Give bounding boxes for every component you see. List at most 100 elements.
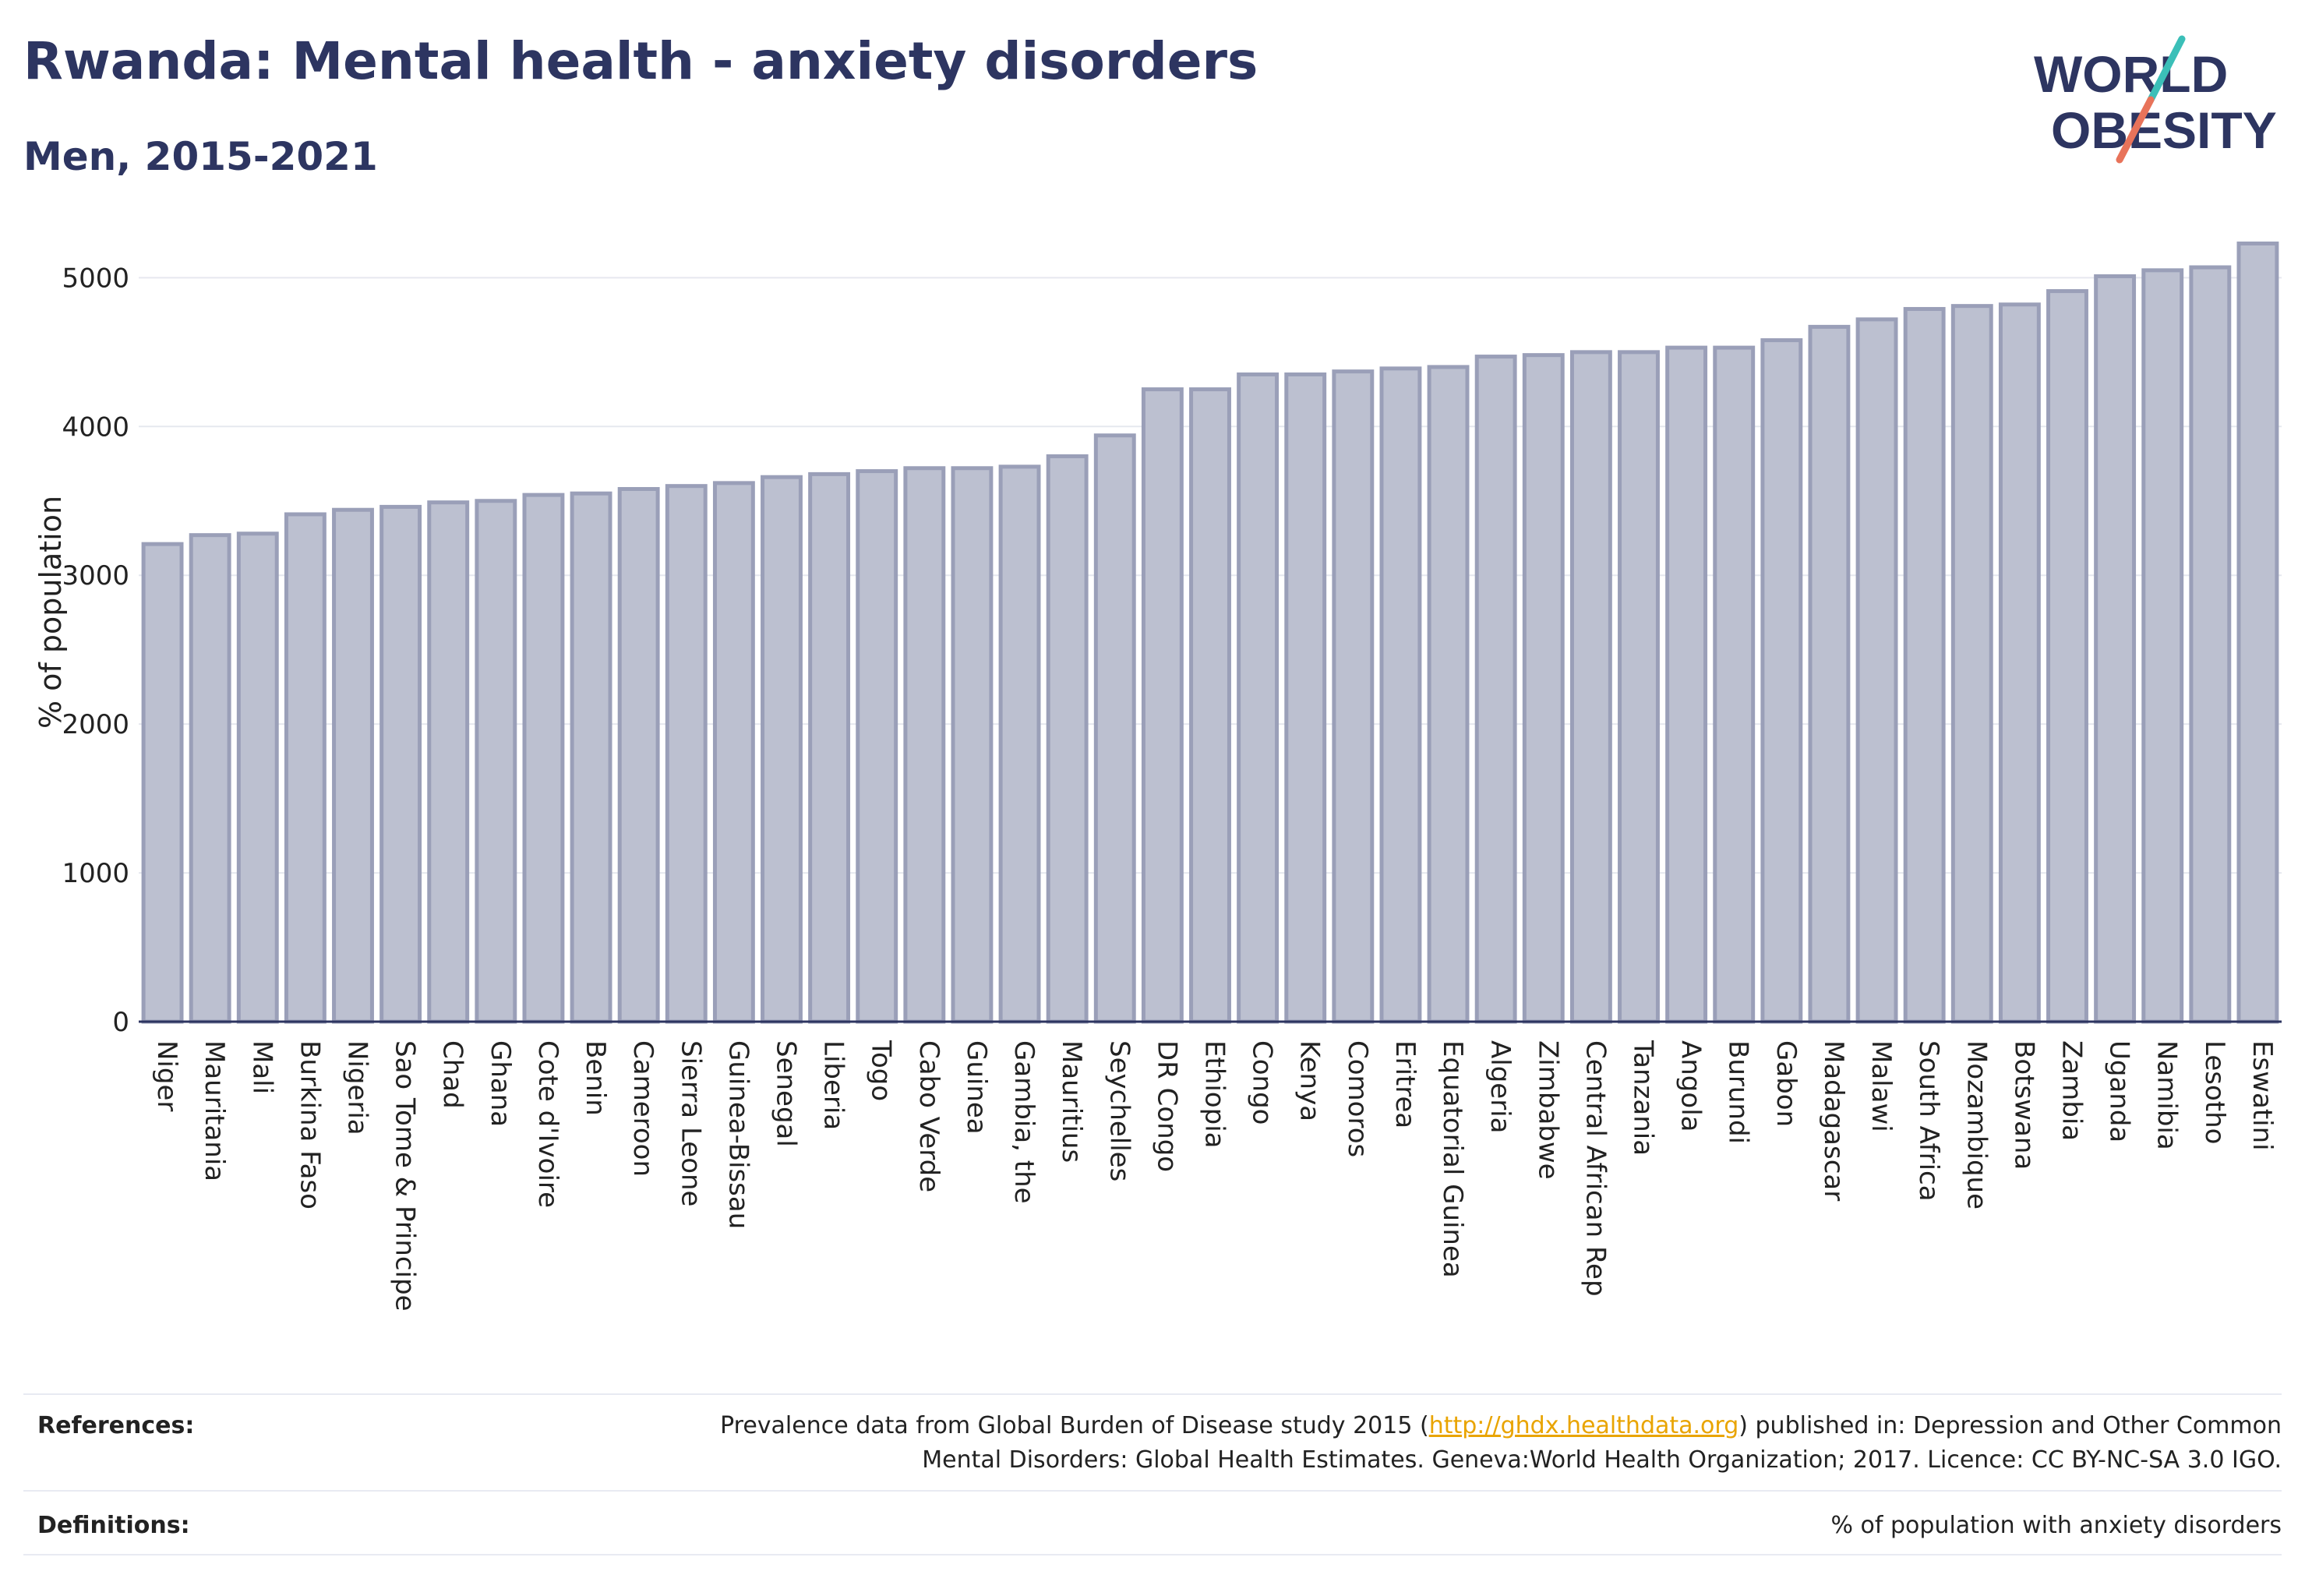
- bar: [1998, 302, 2041, 1024]
- y-axis-label: % of population: [34, 496, 68, 729]
- bar: [379, 504, 422, 1024]
- references-section: References: Prevalence data from Global …: [23, 1412, 2282, 1474]
- x-tick-label: Eswatini: [2247, 1040, 2278, 1151]
- x-tick-label: Madagascar: [1818, 1040, 1849, 1201]
- bar: [1760, 338, 1803, 1024]
- x-tick-label: Equatorial Guinea: [1437, 1040, 1468, 1278]
- footer-divider-bottom: [23, 1554, 2282, 1555]
- x-tick-label: Mali: [246, 1040, 277, 1094]
- bar: [1808, 324, 1851, 1024]
- x-tick-label: Malawi: [1866, 1040, 1897, 1132]
- bar: [1713, 345, 1756, 1024]
- x-tick-label: Mauritania: [199, 1040, 230, 1181]
- x-tick-label: Seychelles: [1103, 1040, 1135, 1181]
- bar: [712, 481, 755, 1024]
- world-obesity-logo: WORLD OBESITY: [2034, 35, 2277, 164]
- footer-divider-top: [23, 1393, 2282, 1395]
- bar: [1379, 366, 1422, 1024]
- x-tick-label: Mozambique: [1961, 1040, 1992, 1209]
- bar: [189, 533, 231, 1024]
- bar: [1950, 304, 1993, 1024]
- bar: [1855, 317, 1898, 1024]
- bar: [1141, 387, 1184, 1024]
- x-tick-label: Namibia: [2151, 1040, 2183, 1150]
- definitions-text: % of population with anxiety disorders: [1830, 1512, 2282, 1539]
- bar: [2141, 268, 2184, 1024]
- y-tick-label: 5000: [62, 263, 129, 294]
- x-tick-label: Eritrea: [1389, 1040, 1421, 1128]
- bar: [2094, 274, 2137, 1024]
- bar: [1474, 355, 1517, 1024]
- bar: [1284, 372, 1327, 1024]
- references-text-pre: Prevalence data from Global Burden of Di…: [720, 1412, 1429, 1439]
- x-tick-label: Kenya: [1294, 1040, 1325, 1121]
- x-tick-label: Cabo Verde: [913, 1040, 944, 1192]
- bar: [475, 499, 517, 1024]
- x-tick-label: Botswana: [2008, 1040, 2039, 1170]
- x-tick-label: Gambia, the: [1008, 1040, 1040, 1204]
- bar: [1903, 306, 1946, 1024]
- bars: [141, 241, 2279, 1024]
- bar: [1569, 350, 1612, 1024]
- bar: [856, 469, 898, 1024]
- x-tick-label: Cote d'Ivoire: [532, 1040, 563, 1208]
- references-text: Prevalence data from Global Burden of Di…: [720, 1409, 2282, 1478]
- x-tick-label: Uganda: [2104, 1040, 2135, 1142]
- x-axis-ticks: Niger Mauritania Mali Burkina Faso Nigeria Sa…: [151, 1040, 2278, 1312]
- x-tick-label: DR Congo: [1151, 1040, 1182, 1172]
- references-text-line2: Mental Disorders: Global Health Estimate…: [922, 1446, 2282, 1474]
- x-tick-label: Liberia: [818, 1040, 849, 1130]
- x-tick-label: Zimbabwe: [1532, 1040, 1563, 1180]
- y-tick-label: 0: [112, 1007, 129, 1038]
- x-tick-label: Central African Rep: [1580, 1040, 1611, 1297]
- x-tick-label: Mauritius: [1056, 1040, 1087, 1163]
- bar: [617, 486, 660, 1024]
- y-tick-label: 1000: [62, 858, 129, 889]
- references-text-post: ) published in: Depression and Other Com…: [1738, 1412, 2282, 1439]
- bar: [1427, 365, 1470, 1024]
- x-tick-label: Guinea-Bissau: [722, 1040, 754, 1229]
- logo-line1: WORLD: [2034, 45, 2228, 103]
- y-tick-label: 3000: [62, 560, 129, 591]
- x-tick-label: Lesotho: [2199, 1040, 2230, 1144]
- x-tick-label: Sierra Leone: [675, 1040, 706, 1206]
- bar: [903, 466, 946, 1024]
- x-tick-label: Niger: [151, 1040, 182, 1111]
- bar: [1332, 369, 1375, 1024]
- bar: [1189, 387, 1231, 1024]
- x-tick-label: Ghana: [485, 1040, 516, 1127]
- bar: [808, 471, 851, 1024]
- bar: [427, 500, 470, 1024]
- x-tick-label: Sao Tome & Principe: [390, 1040, 421, 1312]
- bar: [332, 507, 374, 1024]
- bar: [2236, 241, 2279, 1024]
- bar-chart: 0 1000 2000 3000 4000 5000 Niger Mauritania Mal…: [34, 241, 2282, 1312]
- bar: [284, 512, 327, 1024]
- x-tick-label: Cameroon: [627, 1040, 658, 1177]
- bar: [998, 464, 1041, 1024]
- bar: [1522, 353, 1565, 1024]
- x-tick-label: Tanzania: [1628, 1040, 1659, 1156]
- x-tick-label: Burkina Faso: [294, 1040, 325, 1209]
- bar: [2189, 265, 2232, 1024]
- bar: [761, 475, 803, 1024]
- footer-divider-mid: [23, 1490, 2282, 1492]
- bar: [1093, 433, 1136, 1024]
- x-tick-label: Gabon: [1770, 1040, 1802, 1127]
- bar: [141, 542, 184, 1024]
- references-link[interactable]: http://ghdx.healthdata.org: [1428, 1412, 1739, 1439]
- bar: [236, 531, 279, 1024]
- bar: [570, 491, 612, 1024]
- x-tick-label: Comoros: [1342, 1040, 1373, 1157]
- bar: [951, 466, 994, 1024]
- bar: [2046, 289, 2088, 1024]
- x-tick-label: Zambia: [2056, 1040, 2088, 1141]
- x-tick-label: Senegal: [771, 1040, 802, 1147]
- x-tick-label: Chad: [437, 1040, 468, 1109]
- bar: [1618, 350, 1660, 1024]
- y-tick-label: 4000: [62, 411, 129, 443]
- chart-title: Rwanda: Mental health - anxiety disorder…: [23, 31, 1258, 91]
- x-tick-label: Congo: [1247, 1040, 1278, 1125]
- logo-slash-teal: [2147, 35, 2186, 104]
- bar: [1237, 372, 1280, 1024]
